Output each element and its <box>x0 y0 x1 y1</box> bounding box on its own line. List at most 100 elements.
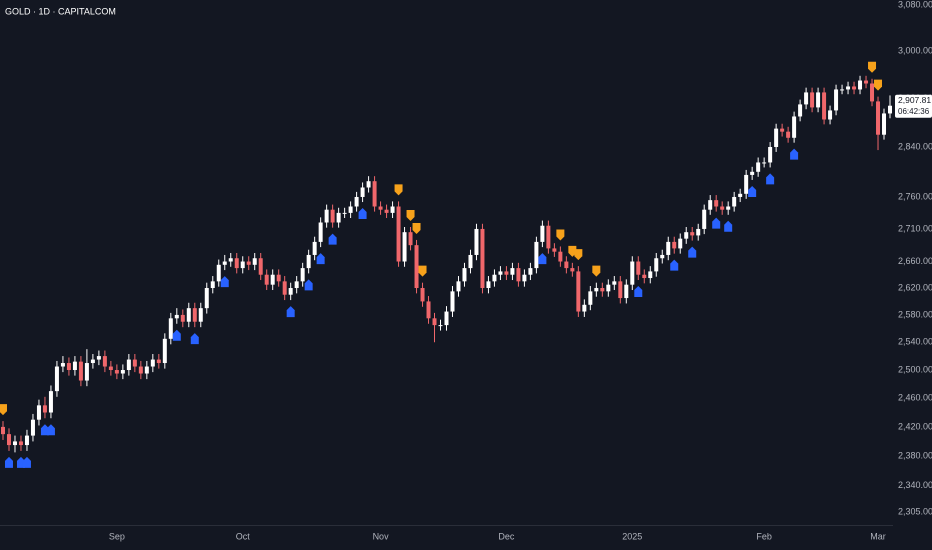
y-tick-label: 2,760.00 <box>898 191 932 201</box>
candle-body <box>258 258 263 275</box>
candle-body <box>96 356 101 360</box>
candle-body <box>564 261 569 269</box>
candle-body <box>510 268 515 275</box>
buy-signal <box>328 233 337 245</box>
candle-body <box>822 92 827 120</box>
candle-body <box>6 434 11 446</box>
candle-body <box>150 359 155 367</box>
y-tick-label: 2,460.00 <box>898 393 932 403</box>
candle-body <box>696 228 701 236</box>
candle-body <box>876 101 881 135</box>
last-price-label: 2,907.81 <box>898 95 931 105</box>
y-tick-label: 2,580.00 <box>898 309 932 319</box>
candle-body <box>630 261 635 285</box>
buy-signal <box>766 173 775 185</box>
candle-body <box>48 391 53 413</box>
x-tick-label: Sep <box>109 531 125 541</box>
candle-body <box>240 261 245 269</box>
candle-body <box>492 274 497 282</box>
candle-body <box>444 311 449 326</box>
sell-signal <box>0 404 7 416</box>
x-tick-label: 2025 <box>622 531 642 541</box>
candle-body <box>834 89 839 111</box>
candle-body <box>156 359 161 364</box>
candle-body <box>36 405 41 420</box>
candle-body <box>390 206 395 213</box>
y-tick-label: 2,710.00 <box>898 223 932 233</box>
candle-body <box>18 441 23 446</box>
candle-body <box>378 206 383 210</box>
candle-body <box>504 271 509 275</box>
candle-body <box>888 105 893 114</box>
candle-body <box>762 162 767 164</box>
sell-signal <box>412 222 421 234</box>
sell-signal <box>406 210 415 222</box>
y-tick-label: 2,540.00 <box>898 337 932 347</box>
buy-signal <box>190 333 199 345</box>
candle-body <box>600 288 605 292</box>
candle-body <box>234 258 239 269</box>
buy-signal <box>724 220 733 232</box>
candle-body <box>294 281 299 289</box>
y-tick-label: 2,840.00 <box>898 141 932 151</box>
candle-body <box>210 281 215 289</box>
candle-body <box>282 281 287 295</box>
candle-body <box>114 370 119 374</box>
candle-body <box>204 288 209 309</box>
candle-body <box>870 83 875 102</box>
candle-body <box>24 435 29 446</box>
sell-signal <box>394 184 403 196</box>
candle-body <box>126 359 131 371</box>
candle-body <box>852 86 857 90</box>
candle-body <box>318 222 323 242</box>
sell-signal <box>418 265 427 277</box>
candle-body <box>222 261 227 265</box>
candle-body <box>90 359 95 364</box>
candle-body <box>744 174 749 194</box>
y-tick-label: 2,305.00 <box>898 506 932 516</box>
candle-body <box>846 86 851 90</box>
candle-body <box>468 254 473 269</box>
candle-body <box>756 162 761 172</box>
candle-body <box>612 281 617 285</box>
y-tick-label: 2,420.00 <box>898 421 932 431</box>
candle-body <box>750 171 755 175</box>
candle-body <box>420 288 425 302</box>
x-tick-label: Oct <box>236 531 251 541</box>
y-tick-label: 2,660.00 <box>898 256 932 266</box>
candle-body <box>438 325 443 327</box>
candle-body <box>144 366 149 374</box>
candle-body <box>60 363 65 367</box>
candle-body <box>666 241 671 255</box>
candle-body <box>216 264 221 282</box>
sell-signal <box>874 79 883 91</box>
countdown: 06:42:36 <box>898 107 930 116</box>
candle-body <box>12 441 17 446</box>
candle-body <box>576 271 581 312</box>
buy-signal <box>304 279 313 291</box>
candle-body <box>132 359 137 367</box>
candle-body <box>588 291 593 305</box>
candle-body <box>414 245 419 289</box>
candle-body <box>732 196 737 207</box>
candle-body <box>354 196 359 207</box>
candle-body <box>120 370 125 374</box>
x-tick-label: Feb <box>756 531 772 541</box>
candle-body <box>804 92 809 105</box>
candle-body <box>708 200 713 210</box>
buy-signal <box>4 456 13 468</box>
candle-body <box>642 274 647 279</box>
candle-body <box>162 338 167 364</box>
candle-body <box>678 238 683 249</box>
candle-body <box>552 248 557 252</box>
candle-body <box>534 241 539 269</box>
y-tick-label: 3,000.00 <box>898 46 932 56</box>
candle-body <box>198 308 203 322</box>
candle-body <box>768 146 773 163</box>
candle-body <box>372 181 377 207</box>
candle-body <box>546 225 551 249</box>
y-tick-label: 2,340.00 <box>898 480 932 490</box>
y-tick-label: 3,080.00 <box>898 0 932 9</box>
candle-body <box>330 209 335 223</box>
candle-body <box>450 291 455 312</box>
